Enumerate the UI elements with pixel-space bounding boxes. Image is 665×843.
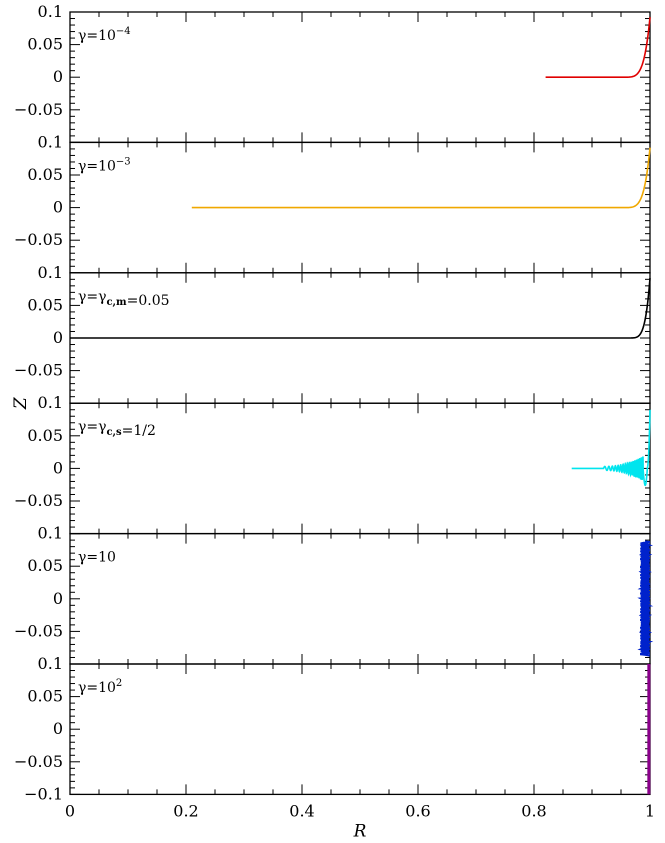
y-tick-label: 0.05 <box>27 35 63 54</box>
panels: 0.10.050−0.05γ=10−40.10.050−0.05γ=10−30.… <box>14 2 654 803</box>
y-tick-label: −0.05 <box>14 621 63 640</box>
y-tick-label: 0.1 <box>38 393 63 412</box>
y-tick-label: 0 <box>53 198 63 217</box>
x-tick-label: 0.6 <box>405 801 430 820</box>
series-line <box>571 409 651 487</box>
panel-2: 0.1 0.05 0 −0.05 γ=10−3 <box>14 132 651 274</box>
panel-4: 0.1 0.05 0 −0.05 γ=γc,s=1/2 <box>14 393 651 535</box>
panel-label: γ=10−4 <box>78 26 131 44</box>
y-tick-label: 0 <box>53 719 63 738</box>
panel-label: γ=γc,m=0.05 <box>78 289 170 309</box>
x-tick-label: 0.8 <box>521 801 546 820</box>
panel-frame <box>69 532 651 665</box>
x-tick-label: 0.4 <box>289 801 314 820</box>
panel-label: γ=γc,s=1/2 <box>78 419 156 439</box>
panel-frame <box>69 663 651 796</box>
y-tick-label: 0 <box>53 67 63 86</box>
y-tick-label: 0.05 <box>27 426 63 445</box>
y-tick-label: 0 <box>53 458 63 477</box>
y-tick-label: 0.05 <box>27 295 63 314</box>
y-tick-label: −0.05 <box>14 100 63 119</box>
x-tick-label: 0.2 <box>173 801 198 820</box>
panel-3: 0.1 0.05 0 −0.05 γ=γc,m=0.05 <box>14 263 651 404</box>
y-tick-label: −0.1 <box>24 784 63 803</box>
y-tick-label: −0.05 <box>14 361 63 380</box>
panel-frame <box>69 402 651 535</box>
y-axis-title: Z <box>11 396 31 410</box>
y-tick-label: 0.1 <box>38 654 63 673</box>
y-tick-label: 0.1 <box>38 132 63 151</box>
x-axis-title: R <box>353 821 367 841</box>
x-tick-label: 0 <box>65 801 75 820</box>
y-tick-label: −0.05 <box>14 230 63 249</box>
y-tick-label: 0.1 <box>38 263 63 282</box>
y-tick-label: −0.05 <box>14 491 63 510</box>
x-tick-label: 1 <box>645 801 655 820</box>
y-tick-label: 0.05 <box>27 165 63 184</box>
panel-label: γ=102 <box>78 678 122 696</box>
panel-label: γ=10−3 <box>78 156 131 174</box>
series-band <box>641 545 649 652</box>
y-tick-label: 0 <box>53 328 63 347</box>
y-tick-label: 0 <box>53 589 63 608</box>
y-tick-label: −0.05 <box>14 752 63 771</box>
panel-5: 0.1 0.05 0 −0.05 γ=10 <box>14 524 654 665</box>
series-line <box>191 147 651 209</box>
panel-1: 0.1 0.05 0 −0.05 γ=10−4 <box>14 2 651 144</box>
x-tick-labels: 0 0.2 0.4 0.6 0.8 1 <box>65 801 655 820</box>
panel-label: γ=10 <box>78 550 116 566</box>
y-tick-label: 0.05 <box>27 556 63 575</box>
series-line <box>70 277 651 339</box>
y-tick-label: 0.1 <box>38 2 63 21</box>
panel-6: 0.1 0.05 0 −0.05 −0.1 γ=102 <box>14 654 651 803</box>
series-line <box>545 17 651 78</box>
y-tick-label: 0.05 <box>27 687 63 706</box>
y-tick-label: 0.1 <box>38 524 63 543</box>
